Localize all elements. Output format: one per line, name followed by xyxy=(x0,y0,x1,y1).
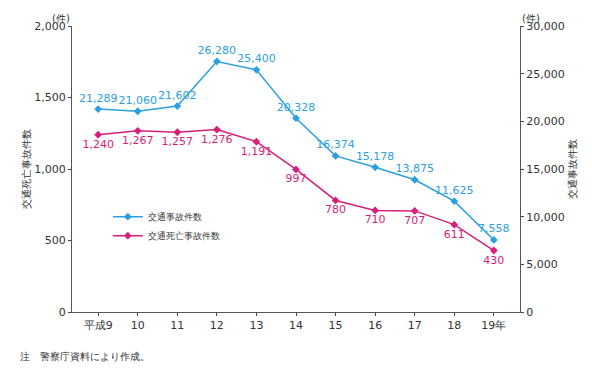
svg-text:14: 14 xyxy=(289,319,303,332)
svg-text:平成9: 平成9 xyxy=(84,319,113,332)
svg-text:11,625: 11,625 xyxy=(435,184,474,197)
svg-text:注 警察庁資料により作成。: 注 警察庁資料により作成。 xyxy=(20,351,150,362)
svg-text:0: 0 xyxy=(526,306,533,319)
svg-text:(件): (件) xyxy=(52,13,70,24)
svg-text:21,060: 21,060 xyxy=(118,94,157,107)
svg-text:26,280: 26,280 xyxy=(198,44,237,57)
svg-text:21,289: 21,289 xyxy=(79,92,118,105)
svg-text:交通死亡事故件数: 交通死亡事故件数 xyxy=(148,231,220,241)
svg-text:13: 13 xyxy=(249,319,263,332)
svg-text:0: 0 xyxy=(59,306,66,319)
svg-text:1,191: 1,191 xyxy=(241,145,273,158)
svg-text:710: 710 xyxy=(365,213,386,226)
svg-text:611: 611 xyxy=(444,228,465,241)
svg-text:5,000: 5,000 xyxy=(526,258,558,271)
svg-text:10,000: 10,000 xyxy=(526,211,565,224)
svg-text:(件): (件) xyxy=(522,13,540,24)
svg-text:16: 16 xyxy=(368,319,382,332)
svg-text:1,000: 1,000 xyxy=(34,163,66,176)
svg-text:15,000: 15,000 xyxy=(526,163,565,176)
svg-text:15,178: 15,178 xyxy=(356,150,395,163)
svg-text:2,000: 2,000 xyxy=(34,20,66,33)
svg-text:交通死亡事故件数: 交通死亡事故件数 xyxy=(21,129,32,209)
svg-text:18: 18 xyxy=(447,319,461,332)
svg-text:430: 430 xyxy=(483,254,504,267)
svg-text:30,000: 30,000 xyxy=(526,20,565,33)
svg-text:25,400: 25,400 xyxy=(237,52,276,65)
svg-text:15: 15 xyxy=(329,319,343,332)
svg-text:500: 500 xyxy=(45,234,66,247)
svg-text:707: 707 xyxy=(404,214,425,227)
svg-text:11: 11 xyxy=(170,319,184,332)
svg-text:10: 10 xyxy=(131,319,145,332)
svg-text:1,240: 1,240 xyxy=(82,138,114,151)
svg-text:1,276: 1,276 xyxy=(201,133,233,146)
svg-text:20,328: 20,328 xyxy=(277,101,316,114)
svg-text:1,267: 1,267 xyxy=(122,134,154,147)
svg-text:7,558: 7,558 xyxy=(478,222,510,235)
svg-text:交通事故件数: 交通事故件数 xyxy=(148,212,202,222)
svg-text:25,000: 25,000 xyxy=(526,68,565,81)
svg-text:780: 780 xyxy=(325,203,346,216)
svg-text:997: 997 xyxy=(286,172,307,185)
svg-text:16,374: 16,374 xyxy=(316,138,355,151)
svg-text:12: 12 xyxy=(210,319,224,332)
svg-text:21,602: 21,602 xyxy=(158,89,197,102)
svg-text:20,000: 20,000 xyxy=(526,115,565,128)
svg-text:交通事故件数: 交通事故件数 xyxy=(567,139,578,199)
svg-text:19年: 19年 xyxy=(481,319,506,332)
svg-text:1,500: 1,500 xyxy=(34,91,66,104)
svg-text:13,875: 13,875 xyxy=(395,162,434,175)
svg-text:17: 17 xyxy=(408,319,422,332)
svg-text:1,257: 1,257 xyxy=(162,135,194,148)
